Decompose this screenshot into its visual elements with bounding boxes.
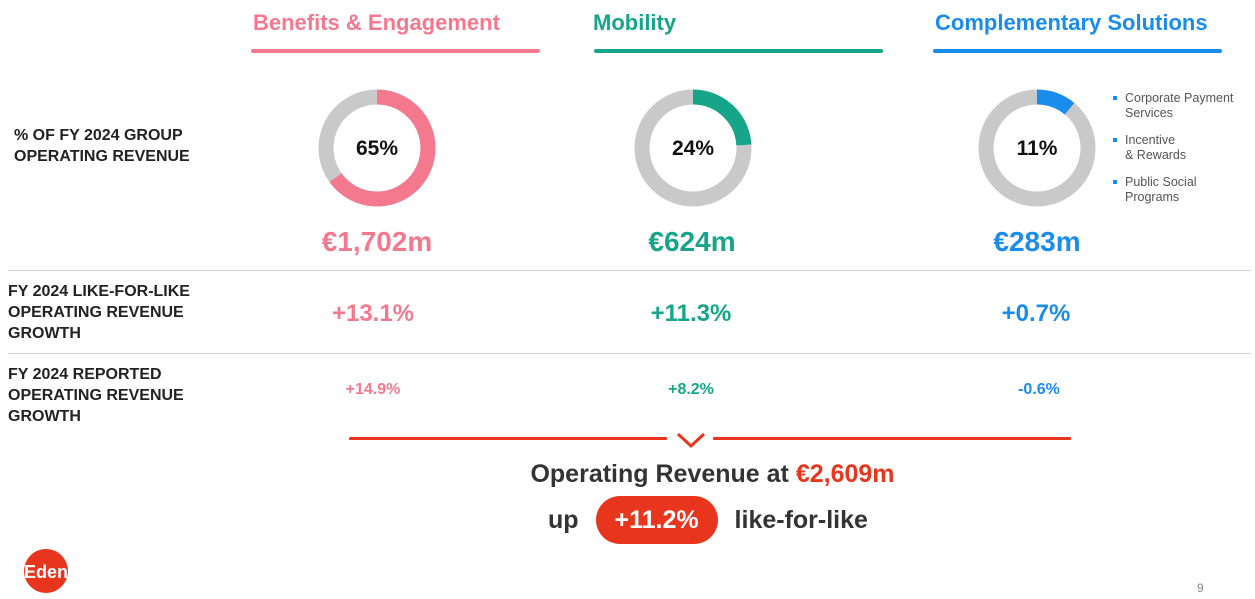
mobility-title: Mobility [593, 10, 677, 35]
page-number: 9 [1197, 581, 1204, 595]
legend-line: Corporate Payment [1125, 91, 1234, 105]
bullet-icon [1113, 138, 1117, 142]
chevron-down-icon [676, 432, 706, 449]
complementary-lfl-growth: +0.7% [1001, 300, 1071, 327]
row-label-line: GROWTH [8, 408, 81, 425]
benefits-revenue-value: €1,702m [321, 226, 433, 257]
summary-line-left [349, 437, 667, 440]
summary-line-1: Operating Revenue at €2,609m [0, 460, 1255, 489]
summary-prefix: Operating Revenue at [530, 460, 796, 488]
donut-slice-mobility [634, 89, 752, 207]
donut-benefits: 65% [318, 89, 436, 207]
row-label-line: % OF FY 2024 GROUP [14, 127, 183, 144]
row-label-line: OPERATING REVENUE [14, 148, 190, 165]
summary-lfl-text: like-for-like [734, 505, 868, 534]
logo-text: Edenred [24, 562, 96, 582]
donut-complementary: 11% [978, 89, 1096, 207]
complementary-underline [933, 49, 1222, 53]
divider [8, 353, 1250, 354]
donut-mobility: 24% [634, 89, 752, 207]
growth-badge: +11.2% [595, 496, 718, 544]
donut-label-complementary: 11% [1017, 137, 1058, 160]
row-label-line: FY 2024 REPORTED [8, 366, 162, 383]
donut-label-benefits: 65% [356, 137, 398, 160]
donut-slice-complementary [978, 89, 1096, 207]
benefits-lfl-growth: +13.1% [331, 300, 415, 327]
row-label-reported: FY 2024 REPORTED OPERATING REVENUE GROWT… [8, 364, 184, 427]
mobility-reported-growth: +8.2% [668, 381, 714, 398]
complementary-reported-growth: -0.6% [1018, 381, 1060, 398]
mobility-lfl-growth: +11.3% [650, 300, 732, 327]
mobility-revenue-value: €624m [648, 226, 736, 257]
legend-item: Incentive & Rewards [1112, 133, 1255, 163]
complementary-revenue-value: €283m [993, 226, 1081, 257]
bullet-icon [1113, 180, 1117, 184]
legend-item: Public Social Programs [1112, 175, 1255, 205]
row-label-line: OPERATING REVENUE [8, 387, 184, 404]
legend-line: Programs [1125, 190, 1180, 204]
legend-line: Public Social [1125, 175, 1197, 189]
summary-up-text: up [548, 505, 579, 534]
legend-line: & Rewards [1125, 148, 1187, 162]
edenred-logo: Edenred [24, 549, 96, 593]
summary-line-2: up +11.2% like-for-like [548, 496, 868, 544]
legend: Corporate Payment Services Incentive & R… [1112, 91, 1255, 217]
row-label-line: GROWTH [8, 325, 81, 342]
summary-line-right [713, 437, 1071, 440]
bullet-icon [1113, 96, 1117, 100]
row-label-share: % OF FY 2024 GROUP OPERATING REVENUE [14, 125, 190, 167]
summary-total-value: €2,609m [795, 460, 895, 488]
donut-label-mobility: 24% [672, 137, 714, 160]
row-label-lfl: FY 2024 LIKE-FOR-LIKE OPERATING REVENUE … [8, 281, 190, 344]
row-label-line: OPERATING REVENUE [8, 304, 184, 321]
divider [8, 270, 1250, 271]
mobility-underline [594, 49, 883, 53]
legend-line: Services [1125, 106, 1173, 120]
benefits-title: Benefits & Engagement [253, 10, 500, 35]
legend-line: Incentive [1125, 133, 1176, 147]
benefits-underline [251, 49, 540, 53]
row-label-line: FY 2024 LIKE-FOR-LIKE [8, 283, 190, 300]
complementary-title: Complementary Solutions [935, 10, 1208, 35]
benefits-reported-growth: +14.9% [345, 381, 401, 398]
donut-slice-benefits [318, 89, 436, 207]
legend-item: Corporate Payment Services [1112, 91, 1255, 121]
